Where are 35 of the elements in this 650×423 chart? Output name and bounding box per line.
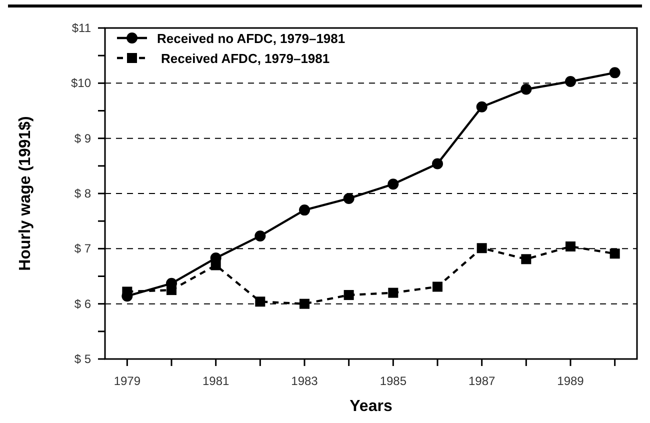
point <box>610 248 620 259</box>
x-axis-title: Years <box>350 398 392 415</box>
legend-label: Received AFDC, 1979–1981 <box>161 51 330 66</box>
x-tick-label: 1979 <box>114 374 141 388</box>
point <box>566 241 576 252</box>
point <box>476 101 488 112</box>
point <box>300 298 310 309</box>
x-tick-label: 1987 <box>468 374 496 388</box>
point <box>521 254 532 264</box>
x-tick-label: 1983 <box>291 374 318 388</box>
x-tick-label: 1989 <box>557 374 584 388</box>
y-tick-label: $11 <box>72 21 92 35</box>
y-axis-title: Hourly wage (1991$) <box>17 116 34 271</box>
x-tick-label: 1985 <box>380 374 407 388</box>
point <box>565 76 576 88</box>
y-tick-label: $ 8 <box>74 186 92 200</box>
y-tick-label: $10 <box>70 76 92 90</box>
y-tick-label: $ 9 <box>74 131 92 146</box>
point <box>344 290 354 300</box>
point <box>255 296 266 307</box>
point <box>432 282 442 292</box>
point <box>476 243 487 254</box>
point <box>609 67 620 78</box>
point <box>520 84 532 95</box>
y-tick-label: $ 6 <box>74 296 92 311</box>
legend-label: Received no AFDC, 1979–1981 <box>157 31 346 46</box>
y-tick-label: $ 7 <box>74 242 92 256</box>
point <box>299 204 310 216</box>
point <box>343 192 354 204</box>
point <box>388 178 399 190</box>
x-tick-label: 1981 <box>202 374 230 388</box>
point <box>388 288 398 298</box>
point <box>432 158 443 170</box>
y-tick-label: $ 5 <box>74 352 92 366</box>
point <box>254 230 266 242</box>
